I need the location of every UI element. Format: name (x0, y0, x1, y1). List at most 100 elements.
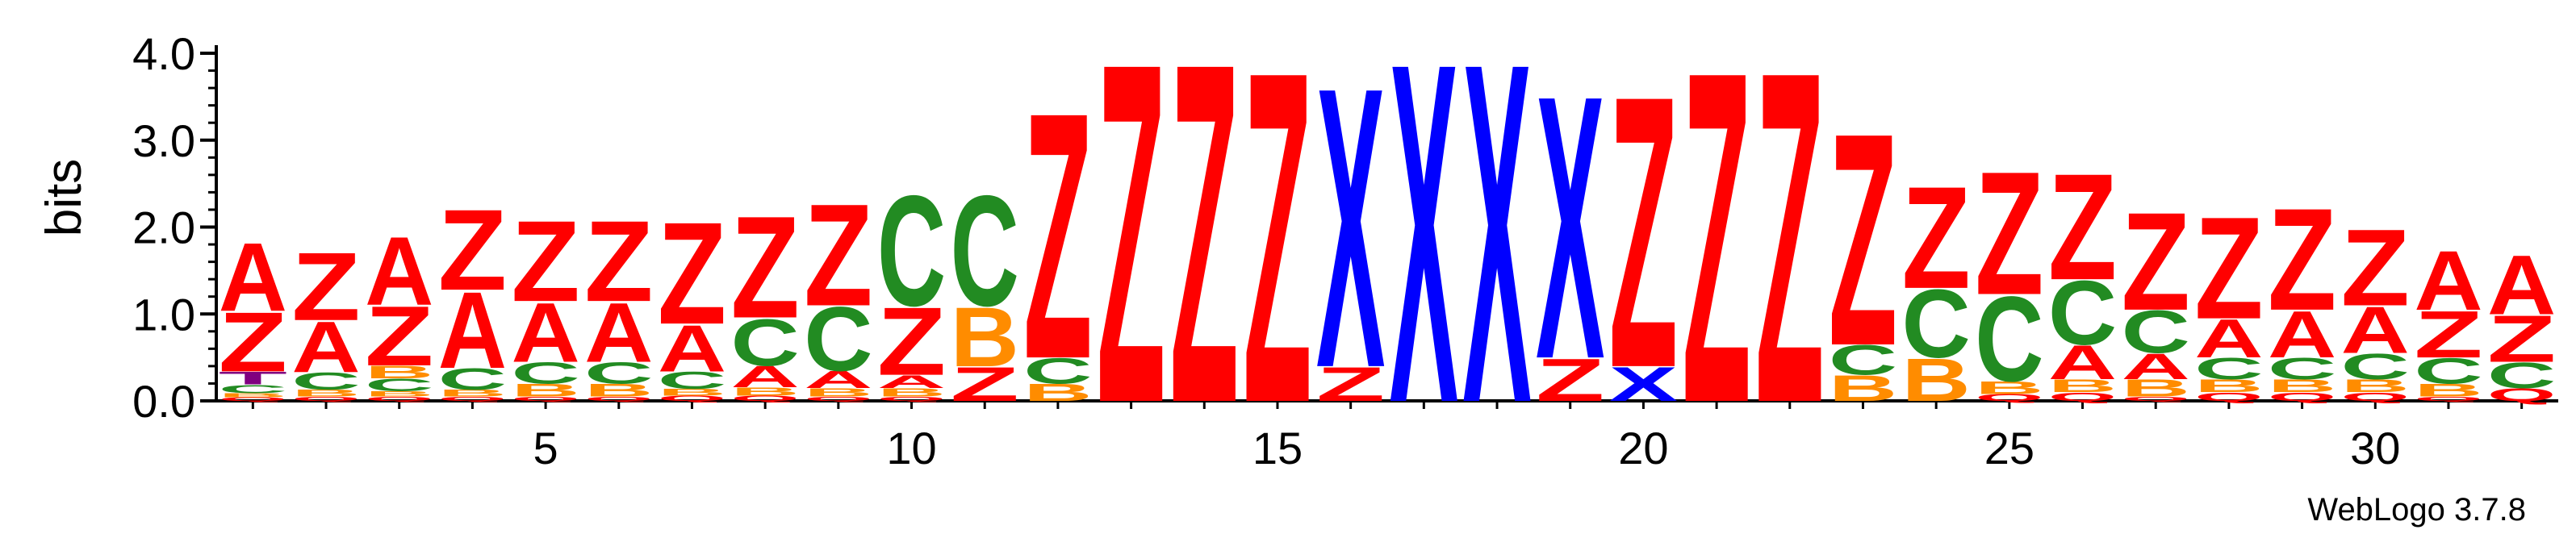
logo-letter: B (511, 380, 579, 400)
logo-letter: C (2122, 298, 2190, 365)
logo-letter: C (1023, 351, 1092, 392)
logo-letter: B (2122, 375, 2190, 402)
logo-letter: A (365, 217, 433, 325)
logo-letter: B (584, 380, 653, 400)
logo-letter: C (877, 164, 946, 340)
logo-letter: Z (1536, 346, 1604, 414)
logo-letter: X (1536, 18, 1605, 438)
logo-letter: Q (2194, 390, 2263, 403)
logo-letter: Q (731, 394, 800, 402)
logo-letter: Q (291, 395, 360, 402)
logo-letter: B (219, 392, 287, 398)
logo-letter: A (2487, 237, 2556, 332)
logo-letter: A (804, 366, 872, 394)
logo-letter: B (2048, 376, 2117, 396)
logo-letter: Q (2341, 390, 2410, 403)
logo-letter: C (731, 305, 800, 380)
logo-letter: Z (1243, 0, 1311, 502)
logo-letter: X (1462, 0, 1532, 505)
logo-letter: B (2414, 380, 2482, 400)
logo-letter: X (1390, 0, 1459, 505)
logo-letter: Z (1316, 357, 1385, 411)
logo-letter: A (584, 285, 653, 380)
logo-letter: Q (219, 397, 287, 402)
logo-letter: Q (584, 395, 653, 402)
logo-letter: Z (584, 197, 653, 326)
logo-letter: B (804, 386, 872, 399)
y-axis-label: bits (36, 159, 92, 236)
y-tick-label: 3.0 (132, 115, 195, 166)
logo-letter: Q (877, 395, 946, 402)
logo-letter: Z (804, 174, 872, 336)
logo-letter: B (365, 390, 433, 398)
logo-letter: Q (2268, 390, 2336, 403)
logo-letter: A (2341, 293, 2410, 368)
logo-letter: Q (1975, 392, 2043, 403)
y-tick-label: 0.0 (132, 376, 195, 427)
logo-letter: Z (1023, 39, 1092, 432)
logo-letter: A (2122, 346, 2190, 387)
x-tick-label: 25 (1984, 423, 2034, 473)
logo-letter: B (438, 388, 507, 398)
logo-letter: B (1975, 377, 2043, 398)
logo-letter: B (365, 362, 433, 382)
logo-letter: A (731, 360, 800, 394)
logo-letter: B (951, 290, 1019, 385)
logo-letter: Z (1609, 15, 1678, 449)
x-tick-label: 5 (533, 423, 558, 473)
logo-letter: A (877, 372, 946, 392)
logo-letter: Z (1682, 0, 1750, 502)
logo-letter: Z (1097, 0, 1165, 504)
logo-letter: B (2341, 376, 2410, 396)
logo-letter: C (2341, 346, 2410, 387)
logo-letter: Z (438, 186, 507, 315)
logo-letter: C (1829, 336, 1897, 384)
logo-letter: Z (2194, 187, 2263, 349)
logo-letter: C (658, 367, 726, 394)
logo-letter: Z (2414, 298, 2482, 372)
logo-letter: Q (438, 395, 507, 402)
logo-letter: B (1829, 368, 1897, 409)
logo-letter: C (1902, 270, 1971, 378)
logo-letter: Q (2122, 395, 2190, 402)
x-axis: 5 10 15 20 25 30 (216, 399, 2558, 473)
logo-glyphs: QBCTZAQBCAZQBCBZAQBCAZQBCAZQBCAZQBCAZQBA… (219, 0, 2557, 505)
logo-letter: C (2414, 351, 2482, 392)
logo-letter: C (951, 164, 1019, 340)
x-tick-label: 10 (886, 423, 936, 473)
logo-letter: Q (2414, 395, 2482, 402)
logo-letter: C (438, 362, 507, 396)
logo-letter: C (2268, 352, 2336, 386)
logo-letter: Z (365, 289, 433, 384)
logo-letter: C (1975, 271, 2043, 407)
logo-letter: Q (658, 394, 726, 402)
logo-letter: B (291, 388, 360, 398)
logo-letter: Z (1902, 157, 1971, 319)
logo-letter: C (219, 382, 287, 396)
logo-letter: Z (877, 287, 946, 396)
logo-letter: Q (804, 395, 872, 402)
logo-letter: Z (951, 357, 1019, 411)
x-tick-label: 30 (2350, 423, 2400, 473)
logo-letter: Z (2268, 179, 2336, 341)
logo-letter: C (511, 357, 579, 390)
logo-letter: T (219, 368, 287, 388)
logo-letter: Z (2048, 143, 2117, 312)
logo-letter: C (291, 368, 360, 395)
logo-letter: A (2414, 233, 2482, 328)
logo-letter: A (2268, 297, 2336, 372)
x-tick-label: 15 (1252, 423, 1303, 473)
logo-letter: Z (1975, 135, 2043, 332)
logo-letter: Q (511, 395, 579, 402)
logo-letter: B (2194, 376, 2263, 396)
logo-letter: A (658, 311, 726, 386)
logo-letter: X (1316, 4, 1386, 452)
logo-letter: C (2487, 355, 2556, 396)
logo-letter: Z (658, 193, 726, 355)
logo-letter: B (1902, 346, 1971, 414)
logo-letter: Z (1829, 71, 1897, 410)
logo-letter: X (1609, 357, 1678, 411)
logo-letter: C (584, 357, 653, 390)
logo-letter: Z (1170, 0, 1239, 504)
